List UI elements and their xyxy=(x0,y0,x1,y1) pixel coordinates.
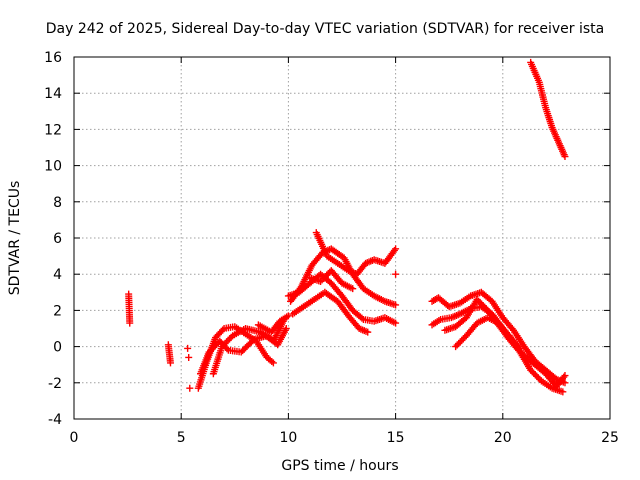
data-point xyxy=(284,312,292,320)
data-point xyxy=(561,153,569,161)
chart-title: Day 242 of 2025, Sidereal Day-to-day VTE… xyxy=(46,21,604,37)
data-point xyxy=(559,388,567,396)
data-point xyxy=(321,273,329,281)
y-tick-label: 0 xyxy=(53,340,62,356)
data-point xyxy=(528,368,536,376)
data-point xyxy=(390,246,398,254)
data-point xyxy=(452,343,460,351)
data-point xyxy=(349,285,357,293)
x-tick-label: 10 xyxy=(279,430,297,446)
y-tick-label: 2 xyxy=(53,303,62,319)
data-point xyxy=(533,372,541,380)
data-point xyxy=(358,314,366,322)
data-point xyxy=(392,301,400,309)
data-point xyxy=(479,302,487,310)
data-point xyxy=(211,342,219,350)
data-point xyxy=(185,353,193,361)
data-point xyxy=(453,341,461,349)
data-point xyxy=(560,373,568,381)
x-tick-label: 0 xyxy=(70,430,79,446)
data-point xyxy=(223,338,231,346)
data-point xyxy=(221,339,229,347)
data-point xyxy=(515,343,523,351)
data-point xyxy=(561,379,569,387)
data-point xyxy=(318,276,326,284)
data-point xyxy=(207,346,215,354)
data-points xyxy=(125,58,569,396)
data-point xyxy=(475,297,483,305)
data-point xyxy=(208,345,216,353)
data-point xyxy=(531,371,539,379)
x-tick-label: 5 xyxy=(177,430,186,446)
data-point xyxy=(478,300,486,308)
data-point xyxy=(392,319,400,327)
data-point xyxy=(320,274,328,282)
y-tick-label: 10 xyxy=(44,159,62,175)
data-point xyxy=(473,296,481,304)
data-point xyxy=(219,341,227,349)
data-point xyxy=(364,328,372,336)
y-tick-label: -4 xyxy=(48,412,62,428)
data-point xyxy=(476,299,484,307)
data-point xyxy=(481,303,489,311)
data-point xyxy=(323,271,331,279)
data-point xyxy=(166,359,174,367)
y-axis-label: SDTVAR / TECUs xyxy=(7,181,23,296)
data-point xyxy=(455,339,463,347)
y-tick-label: 4 xyxy=(53,267,62,283)
data-point xyxy=(224,336,232,344)
x-tick-label: 25 xyxy=(601,430,619,446)
data-point xyxy=(561,372,569,380)
x-axis-label: GPS time / hours xyxy=(281,458,398,474)
x-tick-label: 20 xyxy=(494,430,512,446)
data-point xyxy=(459,335,467,343)
data-point xyxy=(184,344,192,352)
data-point xyxy=(317,277,325,285)
data-point xyxy=(213,340,221,348)
data-point xyxy=(269,359,277,367)
data-point xyxy=(186,384,194,392)
data-point xyxy=(219,326,227,334)
data-point xyxy=(527,366,535,374)
y-tick-label: 8 xyxy=(53,195,62,211)
data-point xyxy=(210,343,218,351)
x-tick-label: 15 xyxy=(387,430,405,446)
y-tick-label: 12 xyxy=(44,122,62,138)
data-point xyxy=(205,348,213,356)
data-point xyxy=(516,344,524,352)
data-point xyxy=(392,245,400,253)
data-point xyxy=(392,270,400,278)
y-tick-label: 6 xyxy=(53,231,62,247)
data-point xyxy=(282,325,290,332)
data-point xyxy=(126,319,134,327)
data-point xyxy=(530,369,538,377)
axis-ticks: 0 5 10 15 20 25 -4 -2 0 2 4 6 8 10 12 14 16 xyxy=(44,50,619,446)
y-tick-label: -2 xyxy=(48,376,62,392)
data-point xyxy=(268,358,276,366)
y-tick-label: 14 xyxy=(44,86,62,102)
data-point xyxy=(458,336,466,344)
data-point xyxy=(218,343,226,351)
data-point xyxy=(456,338,464,346)
data-point xyxy=(226,335,234,343)
y-tick-label: 16 xyxy=(44,50,62,66)
data-point xyxy=(534,374,542,382)
